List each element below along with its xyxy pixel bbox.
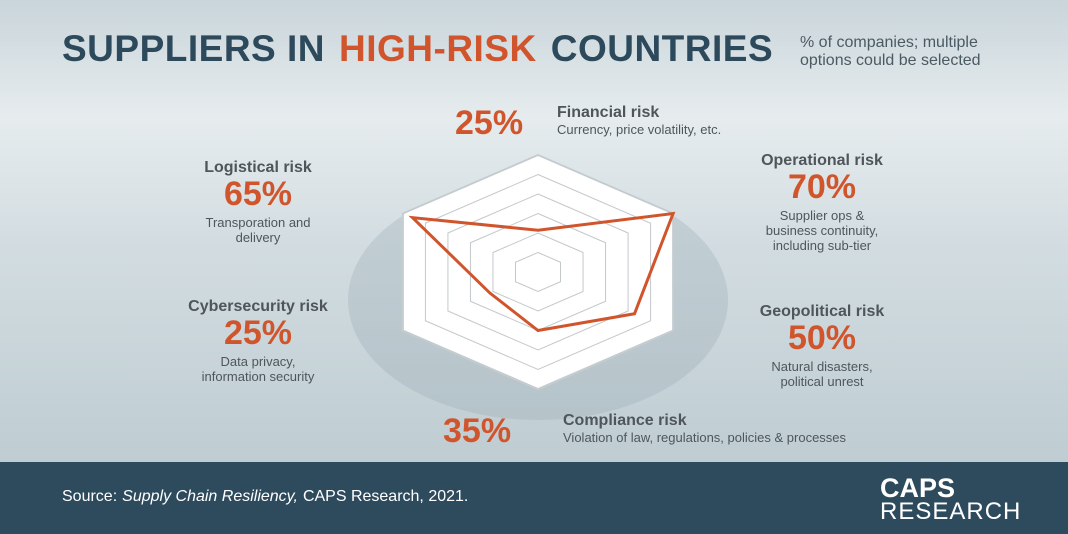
category-label: Operational risk 70% Supplier ops & busine… xyxy=(742,152,902,253)
radar-ring xyxy=(514,251,562,293)
category-name: Compliance risk xyxy=(563,412,687,429)
source-part: CAPS Research, 2021. xyxy=(302,488,469,505)
category-name: Operational risk xyxy=(761,152,883,169)
category-label: Logistical risk 65% Transporation and deli… xyxy=(178,159,338,245)
category-label: Compliance risk Violation of law, regulat… xyxy=(563,412,846,445)
category-label: Geopolitical risk 50% Natural disasters, p… xyxy=(742,303,902,389)
category-description: Natural disasters, political unrest xyxy=(771,359,873,389)
value-label: 70% xyxy=(787,168,857,206)
source-part: Source: xyxy=(62,488,118,505)
category-description: Violation of law, regulations, policies … xyxy=(563,430,847,445)
category-description: Currency, price volatility, etc. xyxy=(557,122,722,137)
subtitle: % of companies; multiple options could b… xyxy=(800,34,981,69)
category-description: Supplier ops & business continuity, incl… xyxy=(765,208,879,253)
category-name: Geopolitical risk xyxy=(759,303,885,320)
category-name: Cybersecurity risk xyxy=(188,298,328,315)
source: Source: Supply Chain Resiliency, CAPS Rese… xyxy=(62,488,468,506)
category-description: Transporation and delivery xyxy=(205,215,311,245)
category-name: Logistical risk xyxy=(204,159,312,176)
value-label: 65% xyxy=(223,175,293,213)
radar-ring xyxy=(492,232,584,312)
logo: CAPS RESEARCH xyxy=(880,473,1022,525)
source-part: Supply Chain Resiliency, xyxy=(122,488,298,505)
value-label: 35% xyxy=(443,412,512,450)
value-label: 50% xyxy=(787,319,857,357)
radar-line xyxy=(408,211,676,333)
category-name: Financial risk xyxy=(557,104,660,121)
title-part: SUPPLIERS IN xyxy=(62,28,325,69)
radar-ring xyxy=(447,193,629,351)
radar-ring xyxy=(424,173,652,371)
logo-top: CAPS xyxy=(880,473,956,503)
title-part: HIGH-RISK xyxy=(339,28,537,69)
logo-bottom: RESEARCH xyxy=(880,498,1022,525)
footer xyxy=(0,462,1068,534)
title-part: COUNTRIES xyxy=(550,28,774,69)
value-label: 25% xyxy=(223,314,293,352)
chart-title: SUPPLIERS IN HIGH-RISK COUNTRIES xyxy=(62,28,773,70)
value-label: 25% xyxy=(455,104,524,142)
category-label: Financial risk Currency, price volatility… xyxy=(557,104,721,137)
category-label: Cybersecurity risk 25% Data privacy, infor… xyxy=(178,298,338,384)
category-description: Data privacy, information security xyxy=(201,354,315,384)
